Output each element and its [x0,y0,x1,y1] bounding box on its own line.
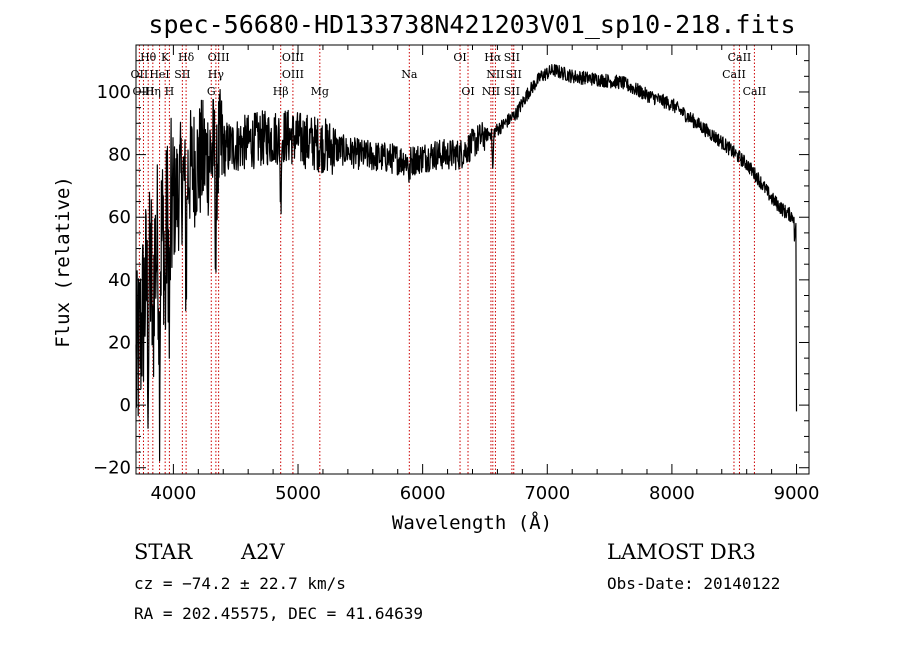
line-label-hβ: Hβ [273,85,289,98]
line-label-nii: NII [482,85,500,98]
ra-dec-coordinates: RA = 202.45575, DEC = 41.64639 [134,604,423,623]
line-label-oiii: OIII [208,51,230,64]
x-tick-label: 6000 [400,483,446,504]
y-tick-label: 40 [108,270,131,291]
observation-date: Obs-Date: 20140122 [607,574,780,593]
line-label-hη: Hη [145,85,161,98]
line-label-sii: SII [504,85,520,98]
line-label-oiii: OIII [282,51,304,64]
y-tick-label: 80 [108,145,131,166]
x-tick-label: 8000 [649,483,695,504]
object-class: STAR [134,540,193,564]
y-tick-label: 60 [108,207,131,228]
line-label-hα: Hα [484,51,502,64]
plot-axes: 4000 5000 6000 7000 8000 9000 −20 0 20 40 60 80 100 [93,44,820,504]
survey-name: LAMOST DR3 [607,540,756,564]
y-tick-label: 100 [97,82,131,103]
y-tick-label: 0 [120,395,131,416]
line-label-k: K [161,51,170,64]
line-label-sii: SII [174,68,190,81]
chart-title: spec-56680-HD133738N421203V01_sp10-218.f… [148,10,795,39]
x-tick-label: 5000 [275,483,321,504]
line-label-caii: CaII [722,68,746,81]
line-label-oi: OI [453,51,466,64]
line-label-mg: Mg [311,85,329,98]
y-tick-label: −20 [93,458,131,479]
y-axis-label: Flux (relative) [52,176,74,348]
line-label-caii: CaII [728,51,752,64]
line-label-sii: SII [504,51,520,64]
line-label-hθ: Hθ [140,51,157,64]
line-label-oiii: OIII [132,85,154,98]
line-label-na: Na [401,68,418,81]
line-label-caii: CaII [743,85,767,98]
line-label-hei: HeI [149,68,169,81]
line-label-oi: OI [461,85,474,98]
x-axis-label: Wavelength (Å) [392,511,552,534]
redshift-cz: cz = −74.2 ± 22.7 km/s [134,574,346,593]
x-tick-label: 4000 [150,483,196,504]
line-label-nii: NII [486,68,504,81]
line-label-g: G [207,85,216,98]
line-label-oiii: OIII [282,68,304,81]
line-label-h: H [165,85,175,98]
y-tick-label: 20 [108,332,131,353]
line-label-hδ: Hδ [178,51,195,64]
spectrum-line [135,63,798,462]
line-label-oii: OII [131,68,149,81]
line-label-sii: SII [506,68,522,81]
spectrum-series [135,63,798,462]
line-label-hγ: Hγ [208,68,225,81]
x-tick-label: 9000 [774,483,820,504]
object-subclass: A2V [240,540,286,564]
x-tick-label: 7000 [524,483,570,504]
